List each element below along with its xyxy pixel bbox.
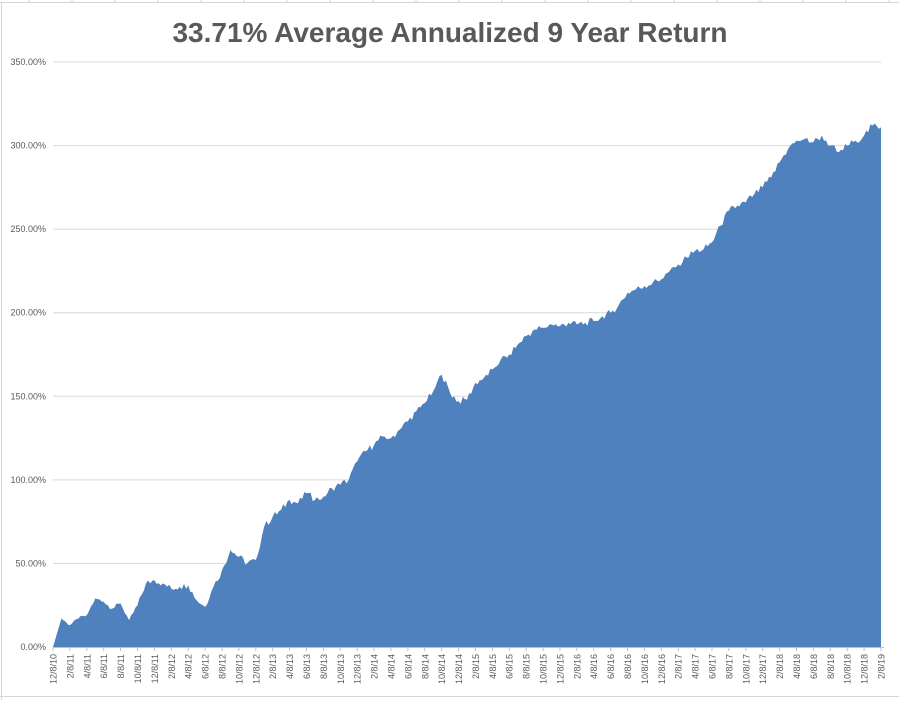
y-axis-label: 0.00%	[20, 642, 46, 652]
x-axis-label: 8/8/18	[826, 654, 836, 679]
x-axis-label: 10/8/11	[133, 654, 143, 683]
x-axis-label: 10/8/16	[640, 654, 650, 684]
x-axis-label: 8/8/16	[623, 654, 633, 679]
x-axis-label: 12/8/18	[860, 654, 870, 684]
x-axis-label: 2/8/18	[775, 654, 785, 679]
y-axis-label: 250.00%	[10, 224, 46, 234]
x-axis-label: 6/8/16	[606, 654, 616, 679]
x-axis-label: 4/8/14	[386, 654, 396, 679]
x-axis-label: 2/8/19	[877, 654, 887, 679]
x-axis-label: 4/8/16	[589, 654, 599, 679]
x-axis-label: 8/8/11	[116, 654, 126, 678]
x-axis-label: 2/8/16	[572, 654, 582, 679]
x-axis-label: 10/8/13	[336, 654, 346, 684]
x-axis-label: 2/8/13	[268, 654, 278, 679]
x-axis-label: 2/8/17	[674, 654, 684, 679]
chart-title: 33.71% Average Annualized 9 Year Return	[172, 17, 727, 48]
y-axis-label: 100.00%	[10, 475, 46, 485]
x-axis-label: 12/8/13	[353, 654, 363, 684]
x-axis-label: 12/8/11	[150, 654, 160, 683]
x-axis-label: 12/8/17	[758, 654, 768, 684]
x-axis-label: 4/8/12	[184, 654, 194, 679]
x-axis-label: 12/8/12	[251, 654, 261, 684]
y-axis-label: 300.00%	[10, 141, 46, 151]
x-axis-label: 4/8/18	[792, 654, 802, 679]
x-axis-label: 10/8/18	[843, 654, 853, 684]
x-axis-label: 6/8/15	[505, 654, 515, 679]
x-axis-label: 12/8/15	[555, 654, 565, 684]
x-axis-label: 2/8/11	[65, 654, 75, 678]
axis-labels: 0.00% 50.00% 100.00% 150.00% 200.00% 250.00% 3…	[10, 57, 886, 684]
x-axis-label: 8/8/15	[522, 654, 532, 679]
x-axis-label: 10/8/17	[741, 654, 751, 684]
x-axis-label: 4/8/13	[285, 654, 295, 679]
x-axis-label: 8/8/17	[724, 654, 734, 679]
x-axis-label: 8/8/13	[319, 654, 329, 679]
x-axis-label: 6/8/17	[708, 654, 718, 679]
x-axis-label: 10/8/14	[437, 654, 447, 684]
x-axis-label: 2/8/12	[167, 654, 177, 679]
y-axis-label: 150.00%	[10, 391, 46, 401]
x-axis-label: 8/8/14	[420, 654, 430, 679]
x-axis-label: 2/8/14	[370, 654, 380, 679]
x-axis-label: 6/8/12	[201, 654, 211, 679]
area-series-layer	[53, 123, 881, 647]
area-series	[53, 123, 881, 647]
x-axis-label: 2/8/15	[471, 654, 481, 679]
x-axis-label: 4/8/11	[82, 654, 92, 678]
x-axis-label: 6/8/11	[99, 654, 109, 678]
x-axis-label: 8/8/12	[217, 654, 227, 679]
x-axis-label: 12/8/10	[49, 654, 59, 684]
x-axis-label: 10/8/12	[234, 654, 244, 684]
x-axis-label: 4/8/15	[488, 654, 498, 679]
x-axis-label: 4/8/17	[691, 654, 701, 679]
y-axis-label: 200.00%	[10, 308, 46, 318]
y-axis-label: 350.00%	[10, 57, 46, 67]
x-axis-label: 6/8/13	[302, 654, 312, 679]
x-axis-label: 6/8/18	[809, 654, 819, 679]
x-axis-label: 10/8/15	[539, 654, 549, 684]
y-axis-label: 50.00%	[15, 558, 46, 568]
x-axis-label: 12/8/16	[657, 654, 667, 684]
x-axis-label: 12/8/14	[454, 654, 464, 684]
axes	[52, 647, 884, 651]
x-axis-label: 6/8/14	[403, 654, 413, 679]
